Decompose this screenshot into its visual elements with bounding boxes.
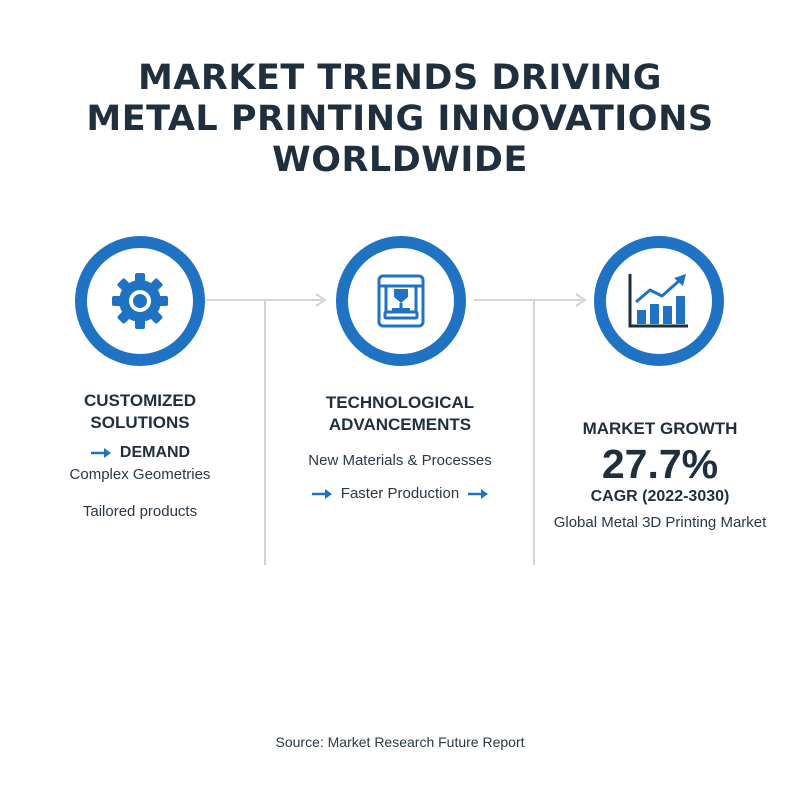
gear-icon-circle <box>75 236 205 366</box>
column-3-detail-1: Global Metal 3D Printing Market <box>553 514 767 531</box>
growth-chart-icon <box>628 274 688 328</box>
page-title: MARKET TRENDS DRIVING METAL PRINTING INN… <box>0 58 800 181</box>
growth-icon-circle <box>594 236 724 366</box>
arrow-right-icon <box>468 488 489 499</box>
title-line-2: METAL PRINTING INNOVATIONS <box>86 99 714 139</box>
column-2-heading-line-2: ADVANCEMENTS <box>328 415 472 434</box>
printer-icon-circle <box>336 236 466 366</box>
cagr-label: CAGR (2022-3030) <box>590 488 730 505</box>
arrow-right-icon <box>90 448 111 458</box>
arrow-right-icon <box>311 488 332 499</box>
cagr-value: 27.7% <box>601 441 719 487</box>
title-line-1: MARKET TRENDS DRIVING <box>137 58 663 98</box>
column-1-heading-line-1: CUSTOMIZED <box>83 391 197 410</box>
3d-printer-icon <box>377 274 425 328</box>
column-1-detail-1: Complex Geometries <box>69 466 211 483</box>
title-line-3: WORLDWIDE <box>272 140 528 180</box>
column-3-heading: MARKET GROWTH <box>582 419 738 438</box>
column-customized-solutions: CUSTOMIZED SOLUTIONS DEMAND Complex Geom… <box>40 390 240 520</box>
gear-icon <box>112 273 168 329</box>
column-market-growth: MARKET GROWTH 27.7% CAGR (2022-3030) Glo… <box>540 418 780 531</box>
connector-arrowhead-2 <box>575 293 587 307</box>
column-1-heading-line-2: SOLUTIONS <box>90 413 190 432</box>
column-technological-advancements: TECHNOLOGICAL ADVANCEMENTS New Materials… <box>285 392 515 502</box>
column-1-detail-2: Tailored products <box>82 503 198 520</box>
column-1-demand-row: DEMAND <box>40 444 240 462</box>
column-1-heading: CUSTOMIZED SOLUTIONS <box>40 390 240 434</box>
column-2-heading-line-1: TECHNOLOGICAL <box>325 393 475 412</box>
column-1-demand-label: DEMAND <box>119 444 191 461</box>
column-2-detail-1: New Materials & Processes <box>308 452 492 469</box>
connector-arrowhead-1 <box>315 293 327 307</box>
column-2-detail-2: Faster Production <box>340 485 460 502</box>
column-2-faster-row: Faster Production <box>285 485 515 502</box>
column-2-heading: TECHNOLOGICAL ADVANCEMENTS <box>285 392 515 436</box>
source-note: Source: Market Research Future Report <box>275 734 525 750</box>
